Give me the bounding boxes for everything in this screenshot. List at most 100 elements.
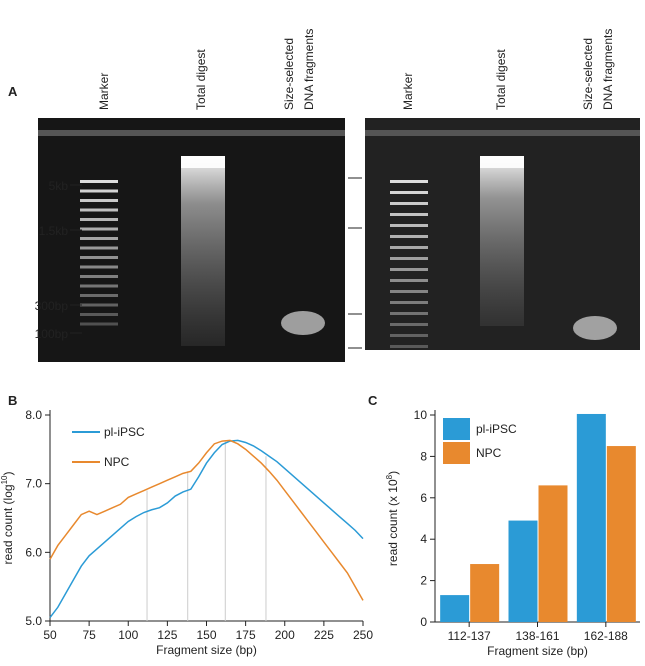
legend-label: NPC <box>476 446 502 460</box>
x-tick-label: 100 <box>118 628 138 642</box>
lane-label: Total digest <box>494 49 508 110</box>
y-tick-label: 10 <box>414 408 428 422</box>
y-tick-label: 6 <box>420 491 427 505</box>
gel-band <box>80 284 118 288</box>
lane-label: Size-selected <box>581 38 595 110</box>
gel-band <box>390 235 428 238</box>
y-tick-label: 6.0 <box>25 545 42 559</box>
x-tick-label: 125 <box>157 628 177 642</box>
bar <box>538 485 568 622</box>
y-axis-title-part: 10 <box>0 475 9 484</box>
gel-fragment <box>281 311 325 335</box>
legend-label: NPC <box>104 455 130 469</box>
gel-band <box>80 199 118 202</box>
gel-band <box>390 334 428 337</box>
lane-label: Marker <box>401 73 415 110</box>
gel-band <box>390 312 428 315</box>
lane-label: Marker <box>97 73 111 110</box>
x-tick-label: 138-161 <box>515 629 559 643</box>
gel-band <box>80 227 118 231</box>
bar <box>508 520 538 622</box>
legend-swatch <box>443 418 470 440</box>
x-tick-label: 225 <box>314 628 334 642</box>
line-series <box>49 439 364 619</box>
gel-band <box>80 180 118 183</box>
x-tick-label: 150 <box>196 628 216 642</box>
panel-label: B <box>8 393 17 408</box>
y-tick-label: 7.0 <box>25 477 42 491</box>
x-tick-label: 175 <box>236 628 256 642</box>
y-tick-label: 0 <box>420 615 427 629</box>
gel-fragment <box>573 316 617 340</box>
bar <box>470 564 500 622</box>
gel-band <box>390 323 428 326</box>
gel-band <box>390 202 428 205</box>
panel-label: A <box>8 84 18 99</box>
gel-band <box>390 224 428 227</box>
gel-band <box>390 290 428 293</box>
x-axis-title: Fragment size (bp) <box>156 643 257 657</box>
y-tick-label: 8.0 <box>25 408 42 422</box>
bar <box>576 413 606 622</box>
legend-label: pl-iPSC <box>476 422 517 436</box>
x-tick-label: 200 <box>275 628 295 642</box>
gel-band <box>390 301 428 304</box>
gel-band <box>80 246 118 250</box>
legend-label: pl-iPSC <box>104 425 145 439</box>
bar <box>440 595 470 622</box>
size-marker-label: 1.5kb <box>39 224 69 238</box>
y-axis-title: read count (x 108) <box>385 471 400 566</box>
y-axis-title-part: read count (log <box>1 484 15 564</box>
charts: 5.0 6.0 7.0 8.0 Fragment size (bp) read count… <box>0 408 640 658</box>
gels: Marker Total digest Size-selected DNA fragm… <box>35 29 640 362</box>
lane-label: Size-selected <box>282 38 296 110</box>
legend-swatch <box>443 442 470 464</box>
y-tick-label: 5.0 <box>25 614 42 628</box>
gel-band <box>80 322 118 326</box>
gel-wells <box>38 130 345 136</box>
gel-smear <box>480 156 524 168</box>
gel-band <box>80 218 118 221</box>
y-tick-label: 4 <box>420 532 427 546</box>
x-tick-label: 50 <box>43 628 57 642</box>
y-tick-label: 2 <box>420 574 427 588</box>
y-axis-title-part: ) <box>1 472 15 476</box>
gel-band <box>390 180 428 183</box>
y-axis-title-part: read count (x 10 <box>386 479 400 566</box>
size-marker-label: 5kb <box>49 179 69 193</box>
x-tick-label: 162-188 <box>584 629 628 643</box>
gel-band <box>390 213 428 216</box>
y-axis-title-part: ) <box>386 471 400 475</box>
x-tick-label: 250 <box>353 628 373 642</box>
gel-band <box>80 303 118 307</box>
gel-band <box>80 313 118 316</box>
lane-label: Total digest <box>194 49 208 110</box>
line-series <box>49 439 364 601</box>
gel-smear <box>480 156 524 326</box>
gel-band <box>390 191 428 194</box>
y-tick-label: 8 <box>420 449 427 463</box>
x-tick-label: 112-137 <box>448 629 491 643</box>
gel-band <box>390 345 428 348</box>
x-axis-title: Fragment size (bp) <box>487 644 588 658</box>
gel-band <box>80 237 118 240</box>
gel-band <box>80 275 118 278</box>
gel-smear <box>181 156 225 346</box>
gel-band <box>390 246 428 249</box>
gel-smear <box>181 156 225 168</box>
gel-band <box>80 256 118 259</box>
lane-label: DNA fragments <box>601 29 615 110</box>
x-tick-label: 75 <box>82 628 96 642</box>
y-axis-title-part: 8 <box>385 474 394 479</box>
gel-band <box>390 257 428 260</box>
panel-label: C <box>368 393 378 408</box>
gel-band <box>80 189 118 193</box>
gel-wells <box>365 130 640 136</box>
gel-band <box>80 208 118 212</box>
size-marker-label: 100bp <box>35 327 69 341</box>
gel-band <box>80 294 118 297</box>
size-marker-label: 300bp <box>35 299 69 313</box>
gel-band <box>390 268 428 271</box>
